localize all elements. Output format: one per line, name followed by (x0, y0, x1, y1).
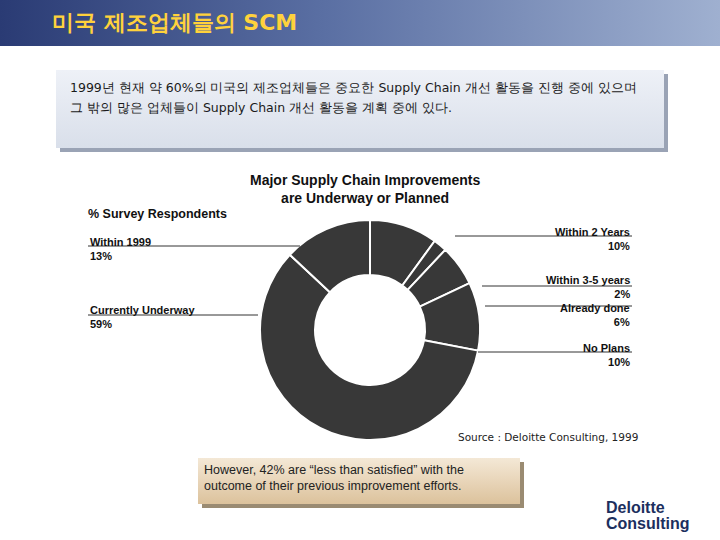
svg-text:Already done6%: Already done6% (560, 302, 630, 328)
html-text:Source : Deloitte Consulting,: Source : Deloitte Consulting, 1999 (458, 431, 639, 443)
svg-text:Major Supply Chain Improvement: Major Supply Chain Improvementsare Under… (250, 172, 480, 206)
svg-text:Within 199913%: Within 199913% (90, 236, 151, 262)
svg-text:Within 2 Years10%: Within 2 Years10% (555, 226, 630, 252)
html-text:Deloitte Consulting: Deloitte Consulting (606, 499, 690, 532)
html-text:미국 제조업체들의 SCM: 미국 제조업체들의 SCM (52, 10, 298, 35)
html-text:However, 42% are “less than sa: However, 42% are “less than satisfied” w… (204, 463, 464, 493)
html-text:1999년 현재 약 60%의 미국의 제조업체들은 중요한: 1999년 현재 약 60%의 미국의 제조업체들은 중요한 Supply Ch… (70, 80, 637, 115)
svg-text:% Survey Respondents: % Survey Respondents (88, 207, 227, 221)
svg-text:No Plans10%: No Plans10% (583, 342, 630, 368)
svg-text:Within 3-5 years2%: Within 3-5 years2% (546, 274, 630, 300)
svg-text:Currently Underway59%: Currently Underway59% (90, 304, 195, 330)
